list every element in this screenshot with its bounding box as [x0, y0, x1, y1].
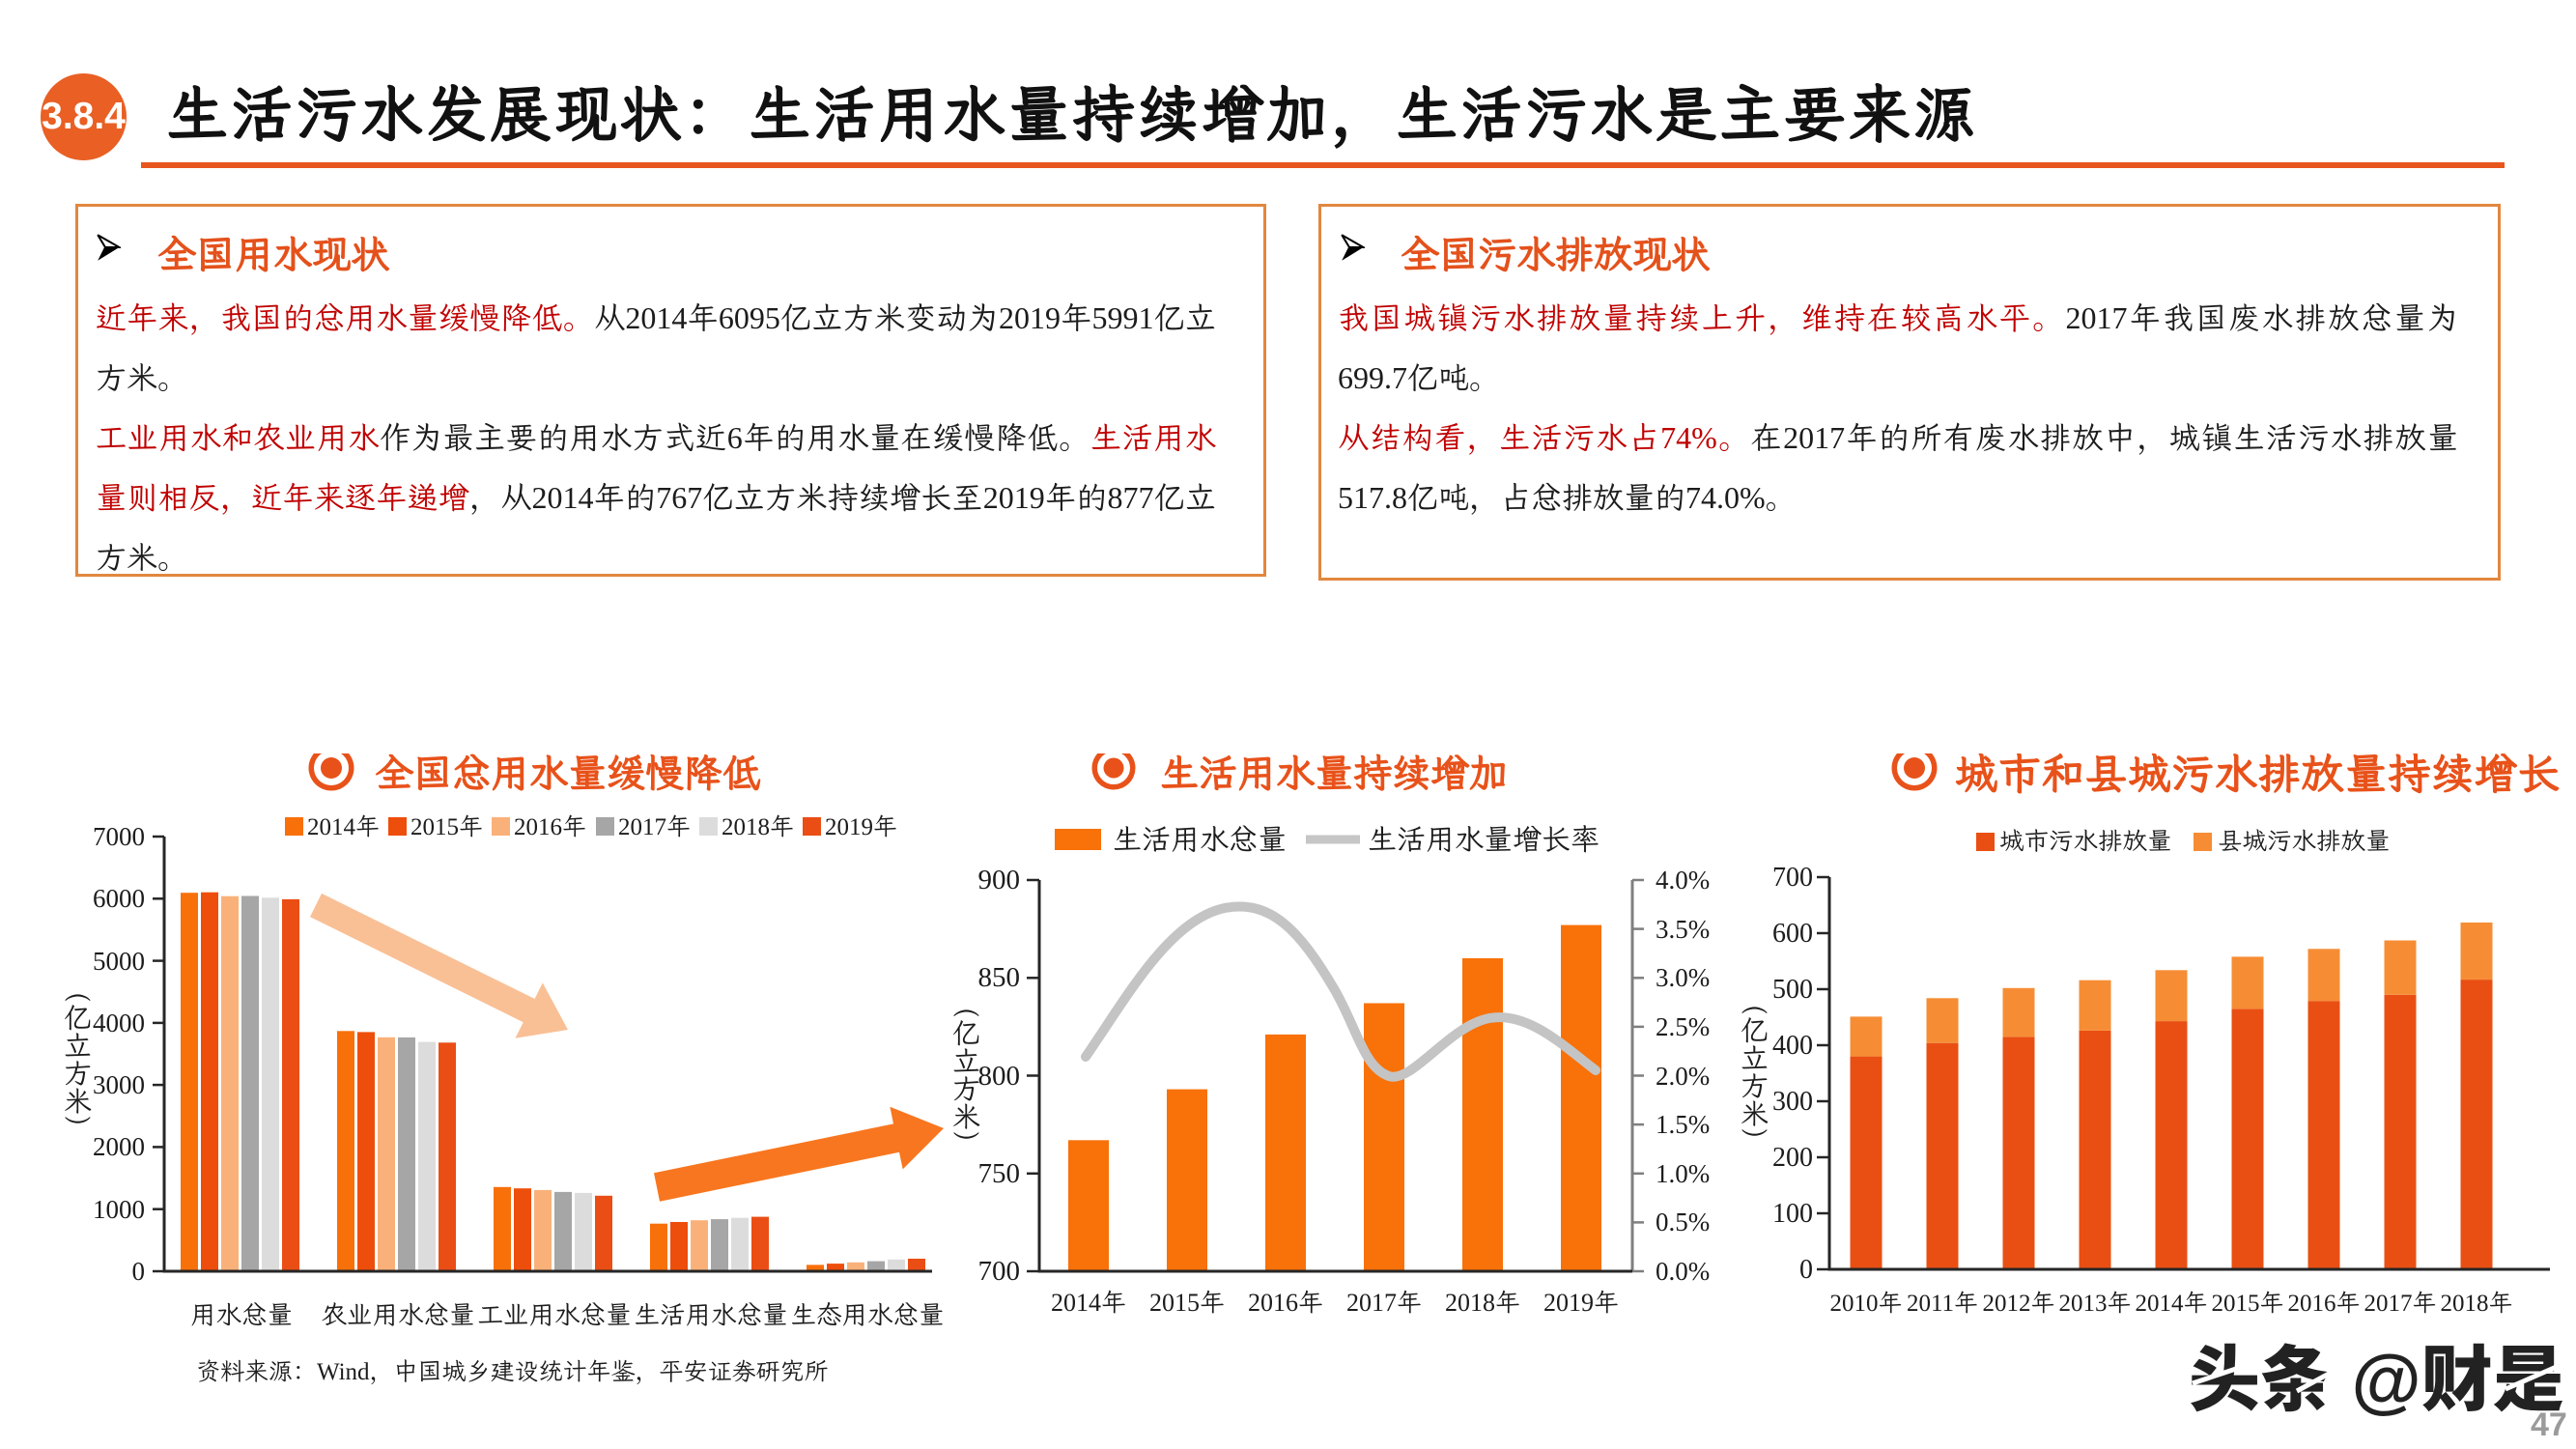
svg-text:3.0%: 3.0% — [1656, 963, 1710, 992]
svg-text:农业用水总量: 农业用水总量 — [322, 1300, 475, 1329]
svg-text:2018年: 2018年 — [2440, 1291, 2512, 1317]
svg-text:800: 800 — [978, 1061, 1021, 1092]
svg-text:2000: 2000 — [93, 1132, 145, 1161]
svg-text:2015年: 2015年 — [410, 814, 483, 840]
svg-text:2018年: 2018年 — [1445, 1289, 1520, 1317]
svg-text:2.0%: 2.0% — [1656, 1062, 1710, 1091]
svg-text:县城污水排放量: 县城污水排放量 — [2218, 827, 2391, 855]
svg-text:0.0%: 0.0% — [1656, 1257, 1710, 1286]
svg-text:6000: 6000 — [93, 884, 145, 913]
svg-text:生活用水总量: 生活用水总量 — [1113, 824, 1287, 856]
svg-text:200: 200 — [1772, 1143, 1813, 1173]
svg-text:2017年: 2017年 — [1346, 1289, 1422, 1317]
svg-text:0: 0 — [1799, 1255, 1813, 1285]
svg-text:城市和县城污水排放量持续增长: 城市和县城污水排放量持续增长 — [1955, 753, 2561, 798]
svg-text:生活用水量持续增加: 生活用水量持续增加 — [1160, 753, 1508, 795]
svg-text:1000: 1000 — [93, 1195, 145, 1224]
svg-text:0.5%: 0.5% — [1656, 1208, 1710, 1236]
svg-text:750: 750 — [978, 1158, 1021, 1189]
svg-text:城市污水排放量: 城市污水排放量 — [1999, 827, 2172, 855]
svg-text:100: 100 — [1772, 1199, 1813, 1229]
svg-text:2018年: 2018年 — [722, 814, 794, 840]
svg-text:0: 0 — [132, 1257, 146, 1286]
svg-text:300: 300 — [1772, 1087, 1813, 1117]
svg-text:7000: 7000 — [93, 822, 145, 851]
svg-text:生态用水总量: 生态用水总量 — [791, 1300, 945, 1329]
svg-text:4000: 4000 — [93, 1009, 145, 1037]
svg-text:2014年: 2014年 — [1051, 1289, 1126, 1317]
svg-text:1.0%: 1.0% — [1656, 1159, 1710, 1188]
svg-text:2.5%: 2.5% — [1656, 1012, 1710, 1041]
svg-text:2011年: 2011年 — [1907, 1291, 1978, 1317]
svg-text:2017年: 2017年 — [618, 814, 691, 840]
svg-text:2014年: 2014年 — [307, 814, 380, 840]
svg-text:600: 600 — [1772, 919, 1813, 949]
svg-text:2015年: 2015年 — [1149, 1289, 1225, 1317]
svg-text:用水总量: 用水总量 — [190, 1300, 293, 1329]
svg-text:700: 700 — [1772, 863, 1813, 893]
svg-text:2010年: 2010年 — [1829, 1291, 1902, 1317]
svg-text:2017年: 2017年 — [2364, 1291, 2436, 1317]
svg-text:生活用水量增长率: 生活用水量增长率 — [1368, 824, 1599, 856]
svg-text:400: 400 — [1772, 1031, 1813, 1061]
svg-text:700: 700 — [978, 1256, 1021, 1287]
svg-text:500: 500 — [1772, 975, 1813, 1005]
svg-text:2016年: 2016年 — [2287, 1291, 2360, 1317]
svg-text:2019年: 2019年 — [1543, 1289, 1619, 1317]
svg-text:3000: 3000 — [93, 1070, 145, 1099]
svg-text:4.0%: 4.0% — [1656, 866, 1710, 895]
svg-text:2013年: 2013年 — [2058, 1291, 2131, 1317]
svg-text:全国总用水量缓慢降低: 全国总用水量缓慢降低 — [375, 753, 761, 795]
svg-text:2015年: 2015年 — [2211, 1291, 2283, 1317]
svg-text:2016年: 2016年 — [514, 814, 586, 840]
svg-text:工业用水总量: 工业用水总量 — [478, 1300, 632, 1329]
svg-text:900: 900 — [978, 865, 1021, 895]
svg-text:生活用水总量: 生活用水总量 — [635, 1300, 788, 1329]
svg-text:5000: 5000 — [93, 947, 145, 976]
svg-text:1.5%: 1.5% — [1656, 1110, 1710, 1139]
svg-text:3.5%: 3.5% — [1656, 915, 1710, 944]
svg-text:850: 850 — [978, 962, 1021, 993]
svg-text:2016年: 2016年 — [1248, 1289, 1323, 1317]
svg-text:2012年: 2012年 — [1982, 1291, 2054, 1317]
svg-text:2014年: 2014年 — [2135, 1291, 2207, 1317]
svg-text:2019年: 2019年 — [825, 814, 897, 840]
